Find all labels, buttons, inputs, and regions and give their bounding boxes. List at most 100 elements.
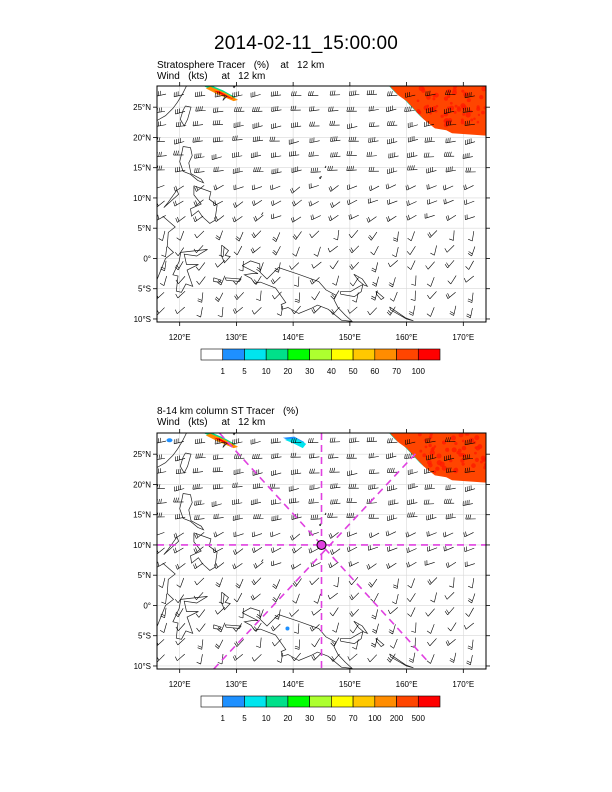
wind-barb — [270, 276, 281, 285]
wind-barb — [256, 609, 264, 620]
wind-barb — [348, 229, 359, 239]
wind-barb — [443, 151, 455, 157]
wind-barb — [449, 305, 457, 316]
wind-barb — [449, 652, 457, 663]
wind-barb — [272, 291, 282, 300]
colorbar-swatch — [374, 695, 397, 708]
coastline — [220, 244, 231, 264]
wind-barb — [367, 198, 379, 204]
lat-label: 5°N — [138, 571, 152, 580]
wind-barb — [346, 199, 358, 206]
wind-barb — [173, 150, 184, 156]
wind-barb — [195, 106, 206, 112]
wind-barb — [252, 483, 264, 489]
wind-barb — [444, 245, 455, 253]
wind-barb — [465, 167, 476, 173]
wind-barb — [214, 91, 225, 98]
wind-barb — [233, 184, 244, 191]
coastline — [179, 493, 205, 531]
wind-barb — [194, 91, 206, 97]
wind-barb — [426, 184, 437, 190]
wind-barb — [367, 307, 377, 316]
wind-barb — [196, 276, 206, 285]
wind-barb — [235, 231, 244, 242]
wind-barb — [175, 166, 186, 173]
lat-label: 5°S — [138, 285, 151, 294]
tracer-patch-cyan — [284, 438, 307, 449]
wind-barb — [368, 513, 379, 519]
tracer-spot — [449, 458, 453, 463]
lat-label: 20°N — [133, 133, 151, 142]
tracer-spot — [481, 110, 485, 115]
map-interior — [157, 86, 486, 322]
tracer-patch-blue — [285, 626, 290, 631]
wind-barb — [423, 121, 435, 127]
wind-barb — [465, 485, 476, 492]
wind-barb — [271, 105, 282, 112]
wind-barb — [388, 499, 399, 506]
tracer-spot — [453, 110, 457, 114]
wind-barb — [445, 215, 457, 221]
lat-label: 10°S — [134, 662, 151, 671]
wind-barb — [173, 532, 184, 539]
panel1-header-line2: Wind (kts) at 12 km — [157, 71, 266, 82]
wind-barb — [272, 579, 281, 589]
wind-barb — [387, 167, 398, 175]
wind-barb — [212, 200, 223, 207]
colorbar-swatch — [265, 348, 289, 361]
wind-barb — [232, 498, 243, 505]
wind-barb — [291, 305, 301, 314]
wind-barb — [424, 560, 435, 566]
coastline — [241, 607, 354, 669]
wind-barb — [292, 246, 300, 257]
wind-barb — [311, 638, 321, 648]
wind-barb — [346, 453, 357, 459]
wind-barb — [235, 578, 244, 589]
wind-barb — [464, 92, 475, 99]
wind-barb — [272, 232, 281, 242]
wind-barb — [212, 120, 223, 126]
wind-barb — [411, 622, 417, 633]
wind-barb — [232, 216, 243, 223]
wind-barb — [308, 183, 319, 189]
tracer-spot — [443, 96, 449, 101]
tracer-spot — [419, 449, 423, 453]
wind-barb — [194, 532, 205, 539]
tracer-spot — [452, 90, 457, 96]
wind-barb — [346, 531, 358, 537]
coastline — [339, 283, 364, 297]
coastline — [318, 175, 322, 180]
wind-barb — [445, 437, 456, 443]
wind-barb — [347, 306, 358, 314]
wind-barb — [250, 151, 261, 159]
wind-barb — [161, 246, 168, 258]
wind-barb — [192, 120, 204, 127]
tracer-spot — [433, 92, 439, 98]
wind-barb — [407, 607, 416, 617]
wind-barb — [411, 275, 417, 286]
wind-barb — [291, 546, 302, 554]
wind-barb — [388, 152, 399, 159]
wind-barb — [174, 608, 184, 618]
panel2-map: 25°N 20°N 15°N 10°N 5°N 0° 5°S 10°S 120°E 130°E 14… — [133, 429, 490, 723]
wind-barb — [175, 637, 186, 646]
wind-barb — [349, 437, 360, 443]
wind-barb — [426, 513, 437, 521]
lon-label: 150°E — [339, 680, 361, 689]
tracer-spot — [452, 87, 457, 92]
colorbar-label: 10 — [262, 367, 271, 376]
map-interior — [157, 433, 486, 669]
tracer-spot — [428, 435, 433, 439]
wind-barb — [175, 594, 185, 603]
colorbar-label: 1 — [221, 714, 226, 723]
wind-barb — [234, 292, 244, 300]
wind-barb — [288, 485, 299, 492]
wind-barb — [251, 577, 262, 586]
tracer-spot — [477, 444, 483, 450]
tracer-spot — [474, 451, 477, 455]
tracer-spot — [433, 470, 437, 474]
wind-barb — [160, 607, 167, 619]
wind-barb — [269, 136, 280, 142]
wind-barb — [423, 499, 435, 505]
tracer-spot — [430, 448, 435, 452]
